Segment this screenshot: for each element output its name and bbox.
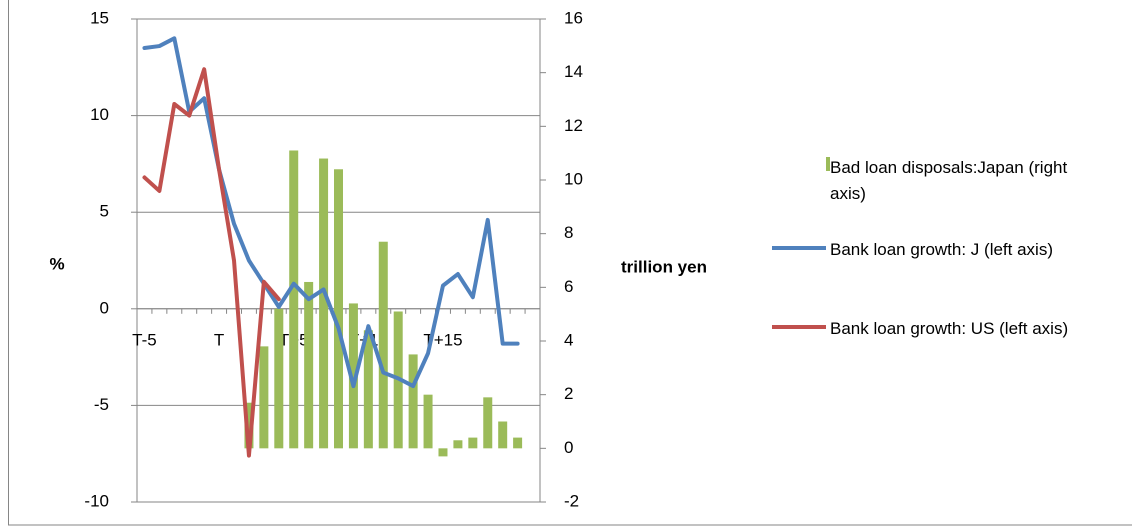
legend-entry: Bank loan growth: J (left axis) bbox=[830, 240, 1053, 259]
y2-axis-label: trillion yen bbox=[621, 257, 707, 276]
y-tick-label: 5 bbox=[100, 202, 109, 221]
y2-tick-label: 16 bbox=[564, 8, 583, 27]
y-axis-label: % bbox=[49, 254, 64, 273]
bar bbox=[483, 397, 493, 449]
legend-swatch bbox=[826, 157, 830, 171]
y2-tick-label: 2 bbox=[564, 384, 573, 403]
bar bbox=[319, 158, 329, 449]
y2-tick-label: 6 bbox=[564, 277, 573, 296]
x-tick-label: T bbox=[214, 330, 224, 349]
bar bbox=[423, 394, 433, 449]
y-tick-label: -5 bbox=[94, 395, 109, 414]
y2-tick-label: -2 bbox=[564, 491, 579, 510]
legend-entry: Bad loan disposals:Japan (right axis) bbox=[830, 158, 1068, 203]
y2-tick-label: 12 bbox=[564, 116, 583, 135]
bar bbox=[274, 308, 284, 449]
bar bbox=[513, 437, 523, 449]
y2-tick-label: 4 bbox=[564, 330, 573, 349]
y-tick-label: 15 bbox=[90, 8, 109, 27]
y-tick-label: -10 bbox=[84, 491, 109, 510]
bar bbox=[259, 346, 269, 449]
x-tick-label: T-5 bbox=[132, 330, 157, 349]
bar bbox=[378, 241, 388, 449]
y2-tick-label: 10 bbox=[564, 169, 583, 188]
bar bbox=[468, 437, 478, 449]
line bbox=[142, 36, 520, 389]
line bbox=[142, 67, 281, 458]
bar bbox=[438, 448, 448, 457]
bar bbox=[453, 440, 463, 449]
y-tick-label: 10 bbox=[90, 105, 109, 124]
y2-tick-label: 8 bbox=[564, 223, 573, 242]
bar bbox=[244, 402, 254, 449]
y2-tick-label: 14 bbox=[564, 62, 583, 81]
bar bbox=[363, 330, 373, 449]
bar bbox=[304, 281, 314, 449]
bar bbox=[408, 354, 418, 449]
bar bbox=[334, 169, 343, 449]
y-tick-label: 0 bbox=[100, 298, 109, 317]
bar bbox=[289, 150, 299, 449]
legend-entry: Bank loan growth: US (left axis) bbox=[830, 319, 1069, 338]
bar bbox=[348, 303, 358, 449]
y2-tick-label: 0 bbox=[564, 438, 573, 457]
bar bbox=[498, 421, 508, 449]
frame bbox=[8, 0, 1132, 526]
